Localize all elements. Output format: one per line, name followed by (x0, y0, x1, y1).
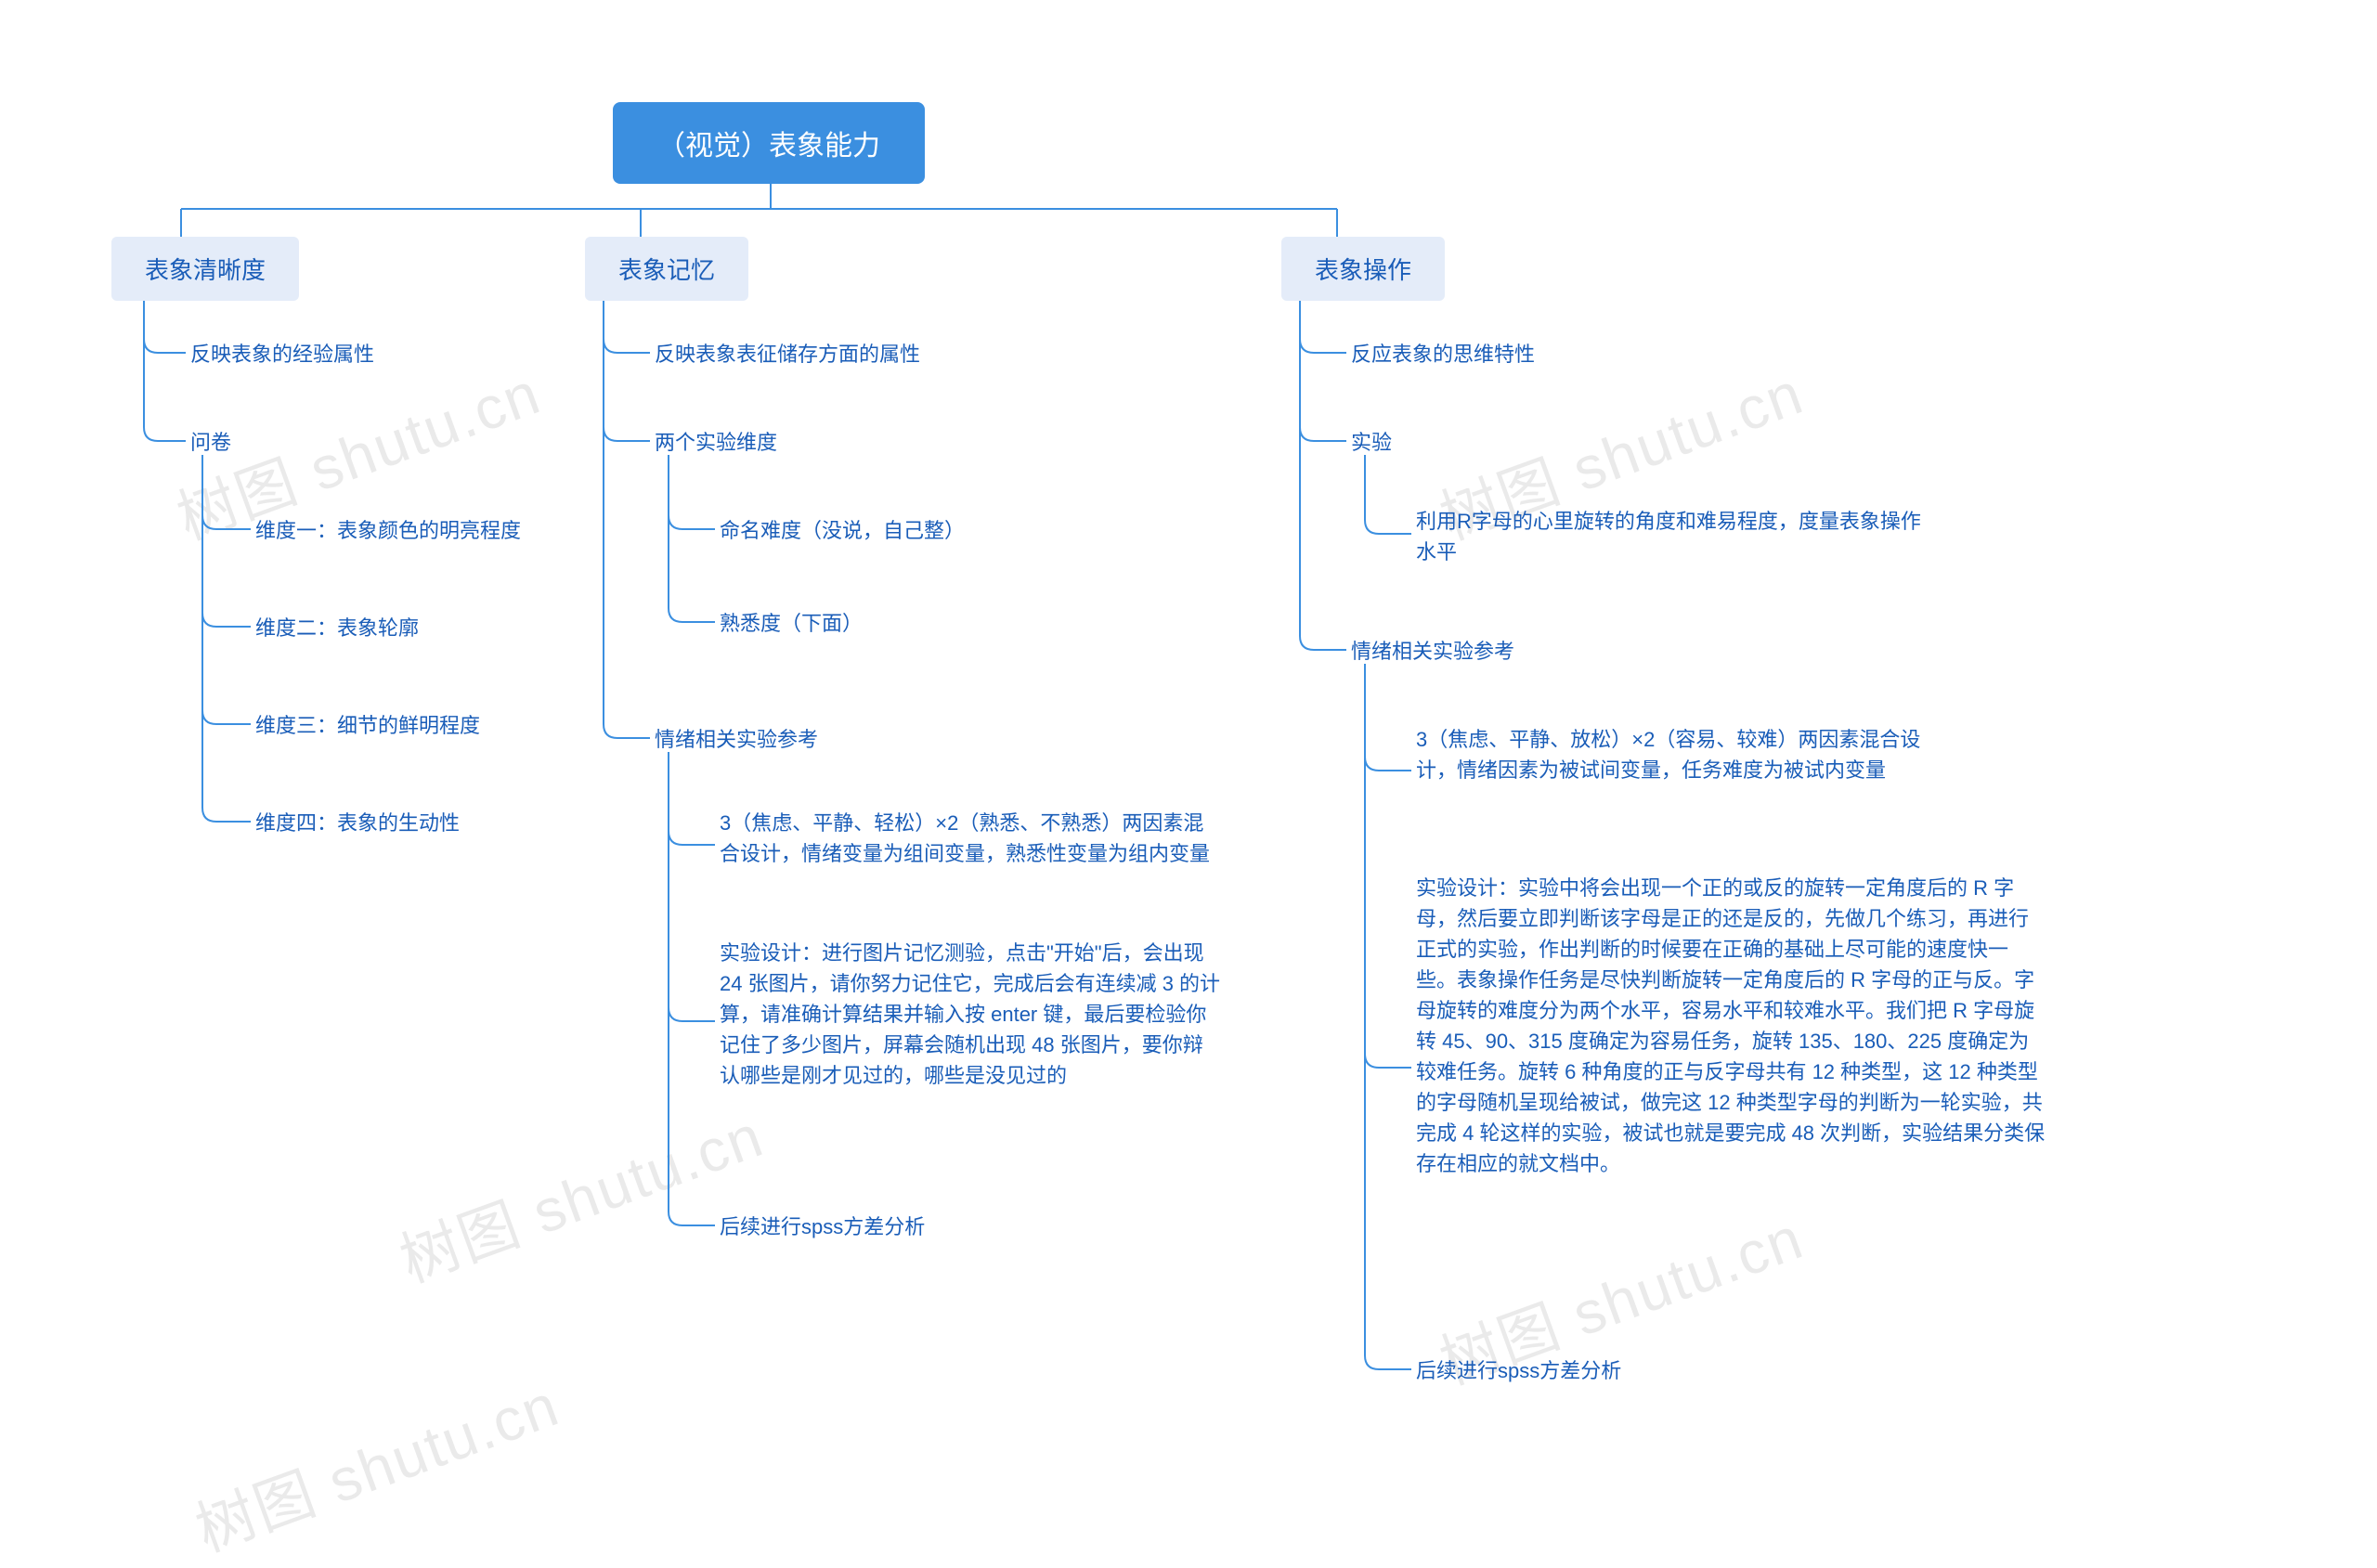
leaf: 熟悉度（下面） (720, 608, 863, 639)
watermark: 树图 shutu.cn (183, 1358, 569, 1568)
leaf: 问卷 (190, 427, 231, 458)
root-node: （视觉）表象能力 (613, 102, 925, 184)
leaf: 反应表象的思维特性 (1351, 339, 1535, 369)
leaf: 维度四：表象的生动性 (255, 808, 460, 838)
leaf: 3（焦虑、平静、放松）×2（容易、较难）两因素混合设计，情绪因素为被试间变量，任… (1416, 724, 1955, 785)
leaf: 两个实验维度 (655, 427, 777, 458)
leaf: 利用R字母的心里旋转的角度和难易程度，度量表象操作水平 (1416, 506, 1936, 567)
branch-operation: 表象操作 (1281, 237, 1445, 301)
leaf: 维度二：表象轮廓 (255, 613, 419, 643)
leaf: 反映表象表征储存方面的属性 (655, 339, 920, 369)
leaf: 实验设计：实验中将会出现一个正的或反的旋转一定角度后的 R 字母，然后要立即判断… (1416, 873, 2047, 1179)
leaf: 维度三：细节的鲜明程度 (255, 710, 480, 741)
leaf: 情绪相关实验参考 (1351, 636, 1514, 667)
branch-clarity: 表象清晰度 (111, 237, 299, 301)
leaf: 3（焦虑、平静、轻松）×2（熟悉、不熟悉）两因素混合设计，情绪变量为组间变量，熟… (720, 808, 1221, 869)
leaf: 实验 (1351, 427, 1392, 458)
leaf: 实验设计：进行图片记忆测验，点击"开始"后，会出现 24 张图片，请你努力记住它… (720, 938, 1221, 1091)
leaf: 后续进行spss方差分析 (720, 1212, 925, 1242)
branch-memory: 表象记忆 (585, 237, 748, 301)
leaf: 后续进行spss方差分析 (1416, 1355, 1621, 1386)
leaf: 情绪相关实验参考 (655, 724, 818, 755)
leaf: 命名难度（没说，自己整） (720, 515, 965, 546)
watermark: 树图 shutu.cn (387, 1089, 773, 1300)
leaf: 维度一：表象颜色的明亮程度 (255, 515, 521, 546)
leaf: 反映表象的经验属性 (190, 339, 374, 369)
